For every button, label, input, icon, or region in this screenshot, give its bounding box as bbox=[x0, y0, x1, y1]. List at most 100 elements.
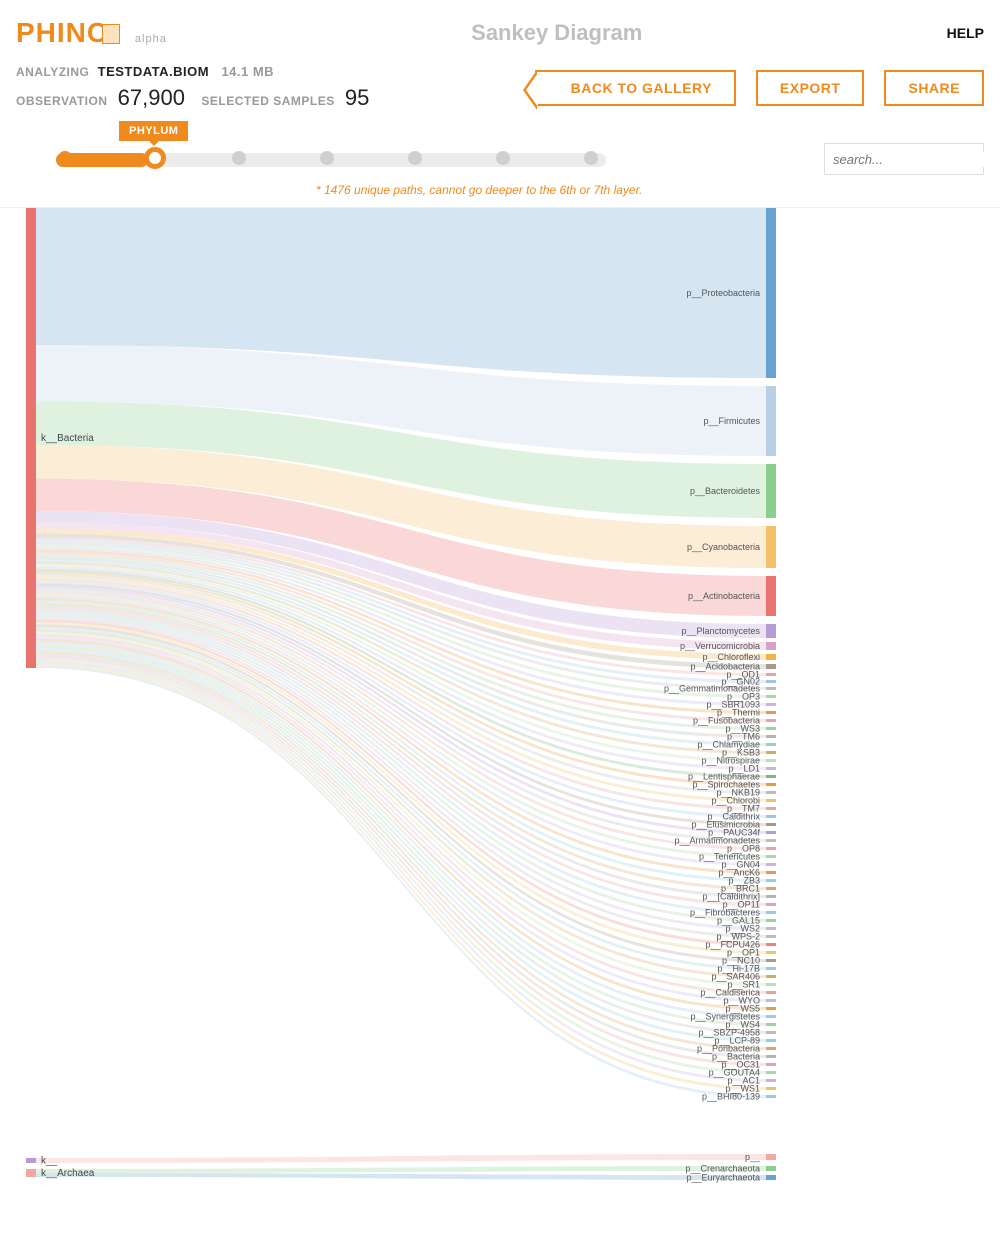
slider-dot-2-active[interactable] bbox=[144, 147, 166, 169]
slider-dot-6[interactable] bbox=[496, 151, 510, 165]
sankey-target-bar[interactable] bbox=[766, 799, 776, 802]
sankey-target-bar[interactable] bbox=[766, 719, 776, 722]
sankey-target-bar[interactable] bbox=[766, 975, 776, 978]
sankey-source-bar[interactable] bbox=[26, 1169, 36, 1177]
sankey-target-bar[interactable] bbox=[766, 1063, 776, 1066]
sankey-target-bar[interactable] bbox=[766, 791, 776, 794]
sankey-diagram[interactable]: k__Bacteriak__k__Archaeap__Proteobacteri… bbox=[16, 208, 984, 1208]
sankey-target-bar[interactable] bbox=[766, 1015, 776, 1018]
sankey-target-bar[interactable] bbox=[766, 1079, 776, 1082]
search-box[interactable] bbox=[824, 143, 984, 175]
sankey-target-bar[interactable] bbox=[766, 576, 776, 616]
sankey-target-bar[interactable] bbox=[766, 943, 776, 946]
search-input[interactable] bbox=[833, 152, 1000, 167]
sankey-source-bar[interactable] bbox=[26, 1158, 36, 1163]
sankey-target-label: p__Cyanobacteria bbox=[687, 542, 760, 552]
sankey-target-bar[interactable] bbox=[766, 1175, 776, 1180]
slider-dot-1[interactable] bbox=[58, 151, 72, 165]
sankey-target-label: p__Bacteroidetes bbox=[690, 486, 761, 496]
sankey-target-bar[interactable] bbox=[766, 208, 776, 378]
sankey-target-bar[interactable] bbox=[766, 927, 776, 930]
sankey-target-bar[interactable] bbox=[766, 695, 776, 698]
sankey-target-bar[interactable] bbox=[766, 911, 776, 914]
sankey-target-bar[interactable] bbox=[766, 839, 776, 842]
file-name: TESTDATA.BIOM bbox=[98, 64, 209, 79]
sankey-target-bar[interactable] bbox=[766, 1023, 776, 1026]
sankey-target-bar[interactable] bbox=[766, 903, 776, 906]
sankey-target-bar[interactable] bbox=[766, 863, 776, 866]
sankey-target-bar[interactable] bbox=[766, 831, 776, 834]
sankey-target-bar[interactable] bbox=[766, 759, 776, 762]
sankey-target-bar[interactable] bbox=[766, 664, 776, 669]
sankey-target-bar[interactable] bbox=[766, 1071, 776, 1074]
file-size: 14.1 MB bbox=[221, 64, 274, 79]
sankey-target-bar[interactable] bbox=[766, 1055, 776, 1058]
sankey-target-bar[interactable] bbox=[766, 1087, 776, 1090]
sankey-target-bar[interactable] bbox=[766, 895, 776, 898]
sankey-target-bar[interactable] bbox=[766, 983, 776, 986]
sankey-target-bar[interactable] bbox=[766, 887, 776, 890]
sankey-link[interactable] bbox=[36, 644, 766, 1026]
analyzing-label: ANALYZING bbox=[16, 65, 89, 79]
sankey-target-bar[interactable] bbox=[766, 1007, 776, 1010]
sankey-target-bar[interactable] bbox=[766, 526, 776, 568]
back-button[interactable]: BACK TO GALLERY bbox=[535, 70, 736, 106]
slider-dot-7[interactable] bbox=[584, 151, 598, 165]
sankey-target-bar[interactable] bbox=[766, 847, 776, 850]
sankey-target-bar[interactable] bbox=[766, 687, 776, 690]
sankey-target-bar[interactable] bbox=[766, 1095, 776, 1098]
sankey-target-bar[interactable] bbox=[766, 727, 776, 730]
slider-dot-5[interactable] bbox=[408, 151, 422, 165]
sankey-source-bar[interactable] bbox=[26, 208, 36, 668]
sankey-target-bar[interactable] bbox=[766, 879, 776, 882]
sankey-target-bar[interactable] bbox=[766, 703, 776, 706]
sankey-target-bar[interactable] bbox=[766, 767, 776, 770]
sankey-target-bar[interactable] bbox=[766, 624, 776, 638]
share-button[interactable]: SHARE bbox=[884, 70, 984, 106]
sankey-target-bar[interactable] bbox=[766, 1166, 776, 1171]
page-title: Sankey Diagram bbox=[471, 20, 642, 46]
sankey-target-bar[interactable] bbox=[766, 807, 776, 810]
sankey-target-bar[interactable] bbox=[766, 951, 776, 954]
sankey-target-bar[interactable] bbox=[766, 735, 776, 738]
sankey-target-bar[interactable] bbox=[766, 919, 776, 922]
sankey-target-bar[interactable] bbox=[766, 743, 776, 746]
sankey-target-bar[interactable] bbox=[766, 1154, 776, 1160]
sankey-target-bar[interactable] bbox=[766, 654, 776, 660]
sankey-target-bar[interactable] bbox=[766, 823, 776, 826]
help-link[interactable]: HELP bbox=[947, 25, 984, 41]
sankey-link[interactable] bbox=[36, 1166, 766, 1173]
sankey-target-bar[interactable] bbox=[766, 711, 776, 714]
sankey-link[interactable] bbox=[36, 1154, 766, 1163]
sankey-target-bar[interactable] bbox=[766, 959, 776, 962]
sankey-target-bar[interactable] bbox=[766, 680, 776, 683]
logo-text: PHINC bbox=[16, 17, 108, 48]
logo-suffix: alpha bbox=[135, 33, 167, 45]
sankey-target-bar[interactable] bbox=[766, 991, 776, 994]
sankey-target-bar[interactable] bbox=[766, 464, 776, 518]
sankey-target-bar[interactable] bbox=[766, 1031, 776, 1034]
sankey-target-bar[interactable] bbox=[766, 855, 776, 858]
sankey-target-label: p__Firmicutes bbox=[703, 416, 760, 426]
sankey-target-bar[interactable] bbox=[766, 642, 776, 650]
sankey-target-label: p__Planctomycetes bbox=[681, 626, 760, 636]
sankey-target-bar[interactable] bbox=[766, 386, 776, 456]
slider-dot-4[interactable] bbox=[320, 151, 334, 165]
sankey-target-bar[interactable] bbox=[766, 871, 776, 874]
sankey-target-bar[interactable] bbox=[766, 1039, 776, 1042]
sankey-target-bar[interactable] bbox=[766, 673, 776, 676]
sankey-target-bar[interactable] bbox=[766, 999, 776, 1002]
app-logo[interactable]: PHINC alpha bbox=[16, 17, 167, 49]
sankey-target-bar[interactable] bbox=[766, 815, 776, 818]
sankey-target-bar[interactable] bbox=[766, 1047, 776, 1050]
sankey-target-bar[interactable] bbox=[766, 935, 776, 938]
sankey-source-label: k__Archaea bbox=[41, 1168, 95, 1179]
layer-slider[interactable]: PHYLUM bbox=[16, 125, 626, 179]
sankey-target-bar[interactable] bbox=[766, 783, 776, 786]
sankey-target-bar[interactable] bbox=[766, 775, 776, 778]
sankey-link[interactable] bbox=[36, 1173, 766, 1180]
sankey-target-bar[interactable] bbox=[766, 751, 776, 754]
slider-dot-3[interactable] bbox=[232, 151, 246, 165]
sankey-target-bar[interactable] bbox=[766, 967, 776, 970]
export-button[interactable]: EXPORT bbox=[756, 70, 865, 106]
